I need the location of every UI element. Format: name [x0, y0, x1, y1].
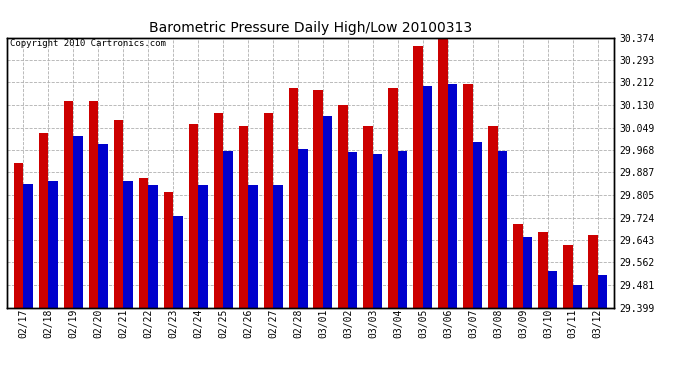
Bar: [339, 105, 348, 308]
Bar: [364, 126, 373, 308]
Bar: [213, 113, 223, 308]
Bar: [248, 185, 257, 308]
Bar: [73, 135, 83, 308]
Bar: [398, 151, 408, 308]
Bar: [98, 144, 108, 308]
Bar: [63, 101, 73, 308]
Bar: [523, 237, 533, 308]
Title: Barometric Pressure Daily High/Low 20100313: Barometric Pressure Daily High/Low 20100…: [149, 21, 472, 35]
Bar: [239, 126, 248, 308]
Bar: [448, 84, 457, 308]
Bar: [23, 184, 32, 308]
Bar: [388, 88, 398, 308]
Bar: [198, 185, 208, 308]
Bar: [139, 178, 148, 308]
Bar: [14, 163, 23, 308]
Text: Copyright 2010 Cartronics.com: Copyright 2010 Cartronics.com: [10, 39, 166, 48]
Bar: [323, 116, 333, 308]
Bar: [39, 133, 48, 308]
Bar: [538, 232, 548, 308]
Bar: [288, 88, 298, 308]
Bar: [464, 84, 473, 308]
Bar: [573, 285, 582, 308]
Bar: [473, 142, 482, 308]
Bar: [123, 181, 132, 308]
Bar: [148, 185, 157, 308]
Bar: [273, 185, 282, 308]
Bar: [563, 245, 573, 308]
Bar: [223, 151, 233, 308]
Bar: [264, 113, 273, 308]
Bar: [589, 235, 598, 308]
Bar: [114, 120, 123, 308]
Bar: [188, 124, 198, 308]
Bar: [88, 101, 98, 308]
Bar: [548, 271, 558, 308]
Bar: [513, 224, 523, 308]
Bar: [498, 151, 507, 308]
Bar: [373, 153, 382, 308]
Bar: [164, 192, 173, 308]
Bar: [348, 152, 357, 308]
Bar: [438, 38, 448, 308]
Bar: [313, 90, 323, 308]
Bar: [298, 149, 308, 308]
Bar: [413, 45, 423, 308]
Bar: [173, 216, 183, 308]
Bar: [423, 86, 433, 308]
Bar: [48, 181, 58, 308]
Bar: [489, 126, 498, 308]
Bar: [598, 275, 607, 308]
